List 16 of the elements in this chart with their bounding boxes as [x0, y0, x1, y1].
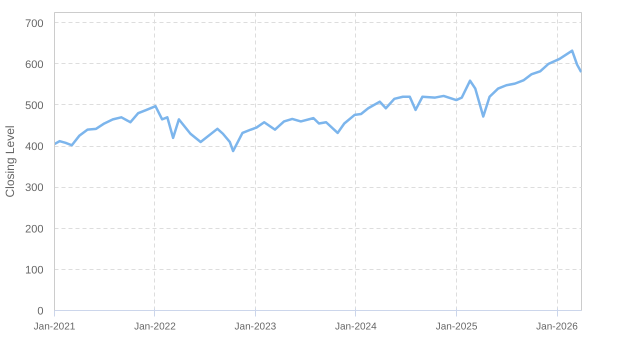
x-tick-label: Jan-2025: [436, 322, 478, 332]
y-tick-label: 200: [25, 223, 44, 236]
y-axis-title: Closing Level: [3, 125, 18, 198]
x-tick-label: Jan-2022: [134, 322, 176, 332]
x-tick-label: Jan-2021: [34, 322, 76, 332]
y-tick-label: 500: [25, 100, 44, 112]
y-tick-label: 300: [25, 182, 44, 194]
x-tick-label: Jan-2026: [536, 322, 578, 332]
line-series: [54, 49, 582, 152]
y-tick-label: 0: [37, 306, 44, 318]
x-tick-label: Jan-2023: [234, 322, 277, 332]
y-tick-label: 400: [25, 141, 44, 154]
y-tick-label: 100: [25, 264, 44, 276]
x-tick-label: Jan-2024: [334, 322, 378, 332]
y-tick-label: 700: [25, 18, 44, 30]
y-tick-label: 600: [25, 58, 44, 71]
